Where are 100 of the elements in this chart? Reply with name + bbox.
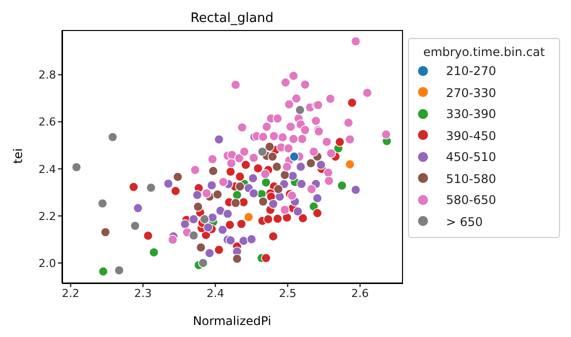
point (272, 214, 282, 224)
y-tick-label: 2.4 (38, 162, 56, 176)
point (311, 116, 321, 126)
point (143, 230, 153, 241)
point (146, 182, 156, 193)
point (282, 212, 292, 222)
point (130, 220, 140, 231)
y-tick-label: 2.0 (38, 256, 56, 270)
point (232, 254, 242, 264)
point (226, 236, 236, 246)
legend-label: 270-330 (446, 86, 496, 100)
point (190, 165, 200, 175)
point (203, 222, 214, 232)
point (296, 162, 306, 172)
point (214, 244, 224, 255)
point (280, 170, 290, 180)
point (295, 105, 305, 115)
point (298, 213, 308, 224)
point (236, 219, 246, 229)
point (262, 122, 272, 132)
point (272, 114, 282, 124)
point (98, 198, 108, 208)
point (381, 130, 391, 140)
point (192, 190, 202, 200)
point (202, 188, 212, 198)
point (188, 214, 199, 224)
x-tick-label: 2.6 (351, 286, 369, 300)
point (208, 212, 218, 222)
point (280, 78, 290, 88)
legend-label: 510-580 (446, 172, 496, 186)
point (297, 134, 308, 144)
x-tick-label: 2.5 (278, 286, 296, 300)
point (246, 234, 256, 244)
point (273, 184, 284, 194)
point (226, 166, 236, 177)
point (291, 94, 302, 104)
point (312, 193, 322, 204)
legend-label: 390-450 (446, 128, 496, 142)
point (114, 265, 124, 276)
x-axis-title: NormalizedPi (192, 314, 272, 328)
point (198, 258, 208, 268)
point (325, 94, 336, 104)
point (230, 80, 241, 90)
legend-label: > 650 (446, 214, 483, 228)
point (98, 266, 108, 276)
point (268, 199, 278, 209)
point (350, 36, 361, 46)
point (289, 152, 300, 162)
y-tick-label: 2.8 (38, 68, 56, 82)
point (326, 148, 336, 158)
point (208, 166, 218, 176)
point (278, 132, 288, 142)
point (196, 242, 206, 252)
point (308, 146, 319, 157)
point (238, 197, 248, 208)
point (218, 224, 228, 235)
point (347, 98, 357, 108)
legend-label: 450-510 (446, 150, 496, 164)
point (284, 143, 294, 154)
point (300, 80, 310, 90)
point (261, 253, 271, 263)
point (200, 214, 210, 224)
point (323, 168, 334, 178)
point (292, 206, 303, 216)
x-tick-label: 2.2 (62, 286, 80, 300)
point (280, 204, 290, 215)
point (163, 178, 174, 189)
point (261, 178, 271, 188)
legend-label: 210-270 (446, 64, 496, 78)
point (288, 171, 298, 181)
point (216, 206, 226, 216)
point (248, 173, 258, 184)
point (264, 142, 275, 152)
point (214, 134, 224, 144)
point (204, 248, 214, 258)
point (268, 152, 278, 162)
point (263, 214, 274, 224)
point (238, 236, 248, 246)
point (306, 184, 316, 194)
chart-title: Rectal_gland (190, 11, 274, 26)
point (296, 179, 306, 189)
point (253, 163, 263, 174)
point (306, 158, 316, 168)
point (168, 234, 178, 245)
point (212, 190, 222, 200)
point (188, 230, 199, 240)
point (224, 220, 235, 230)
point (235, 182, 245, 192)
point (235, 172, 245, 182)
point (100, 227, 110, 238)
point (282, 162, 292, 172)
point (206, 180, 217, 190)
point (324, 176, 334, 186)
point (312, 208, 322, 218)
point (237, 122, 248, 132)
point (286, 122, 296, 132)
point (345, 134, 355, 144)
point (300, 125, 310, 135)
point (239, 146, 250, 157)
point (288, 70, 298, 81)
